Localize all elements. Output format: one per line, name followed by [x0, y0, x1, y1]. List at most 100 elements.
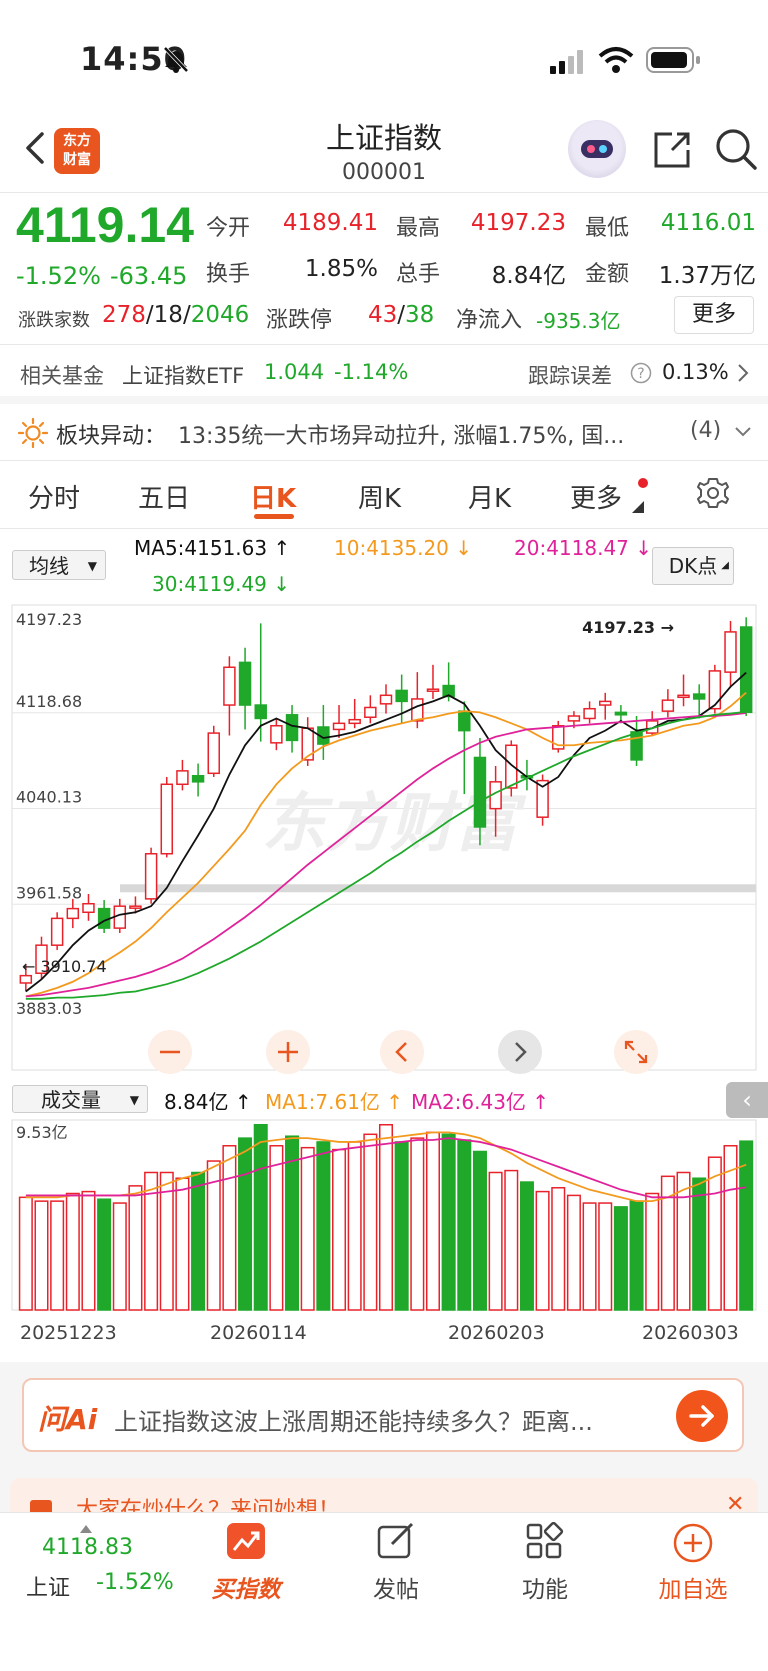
tab-monthly-k[interactable]: 月K — [468, 484, 512, 514]
sun-icon — [17, 417, 49, 452]
candle-body — [724, 631, 737, 673]
collapse-panel-button[interactable]: ‹ — [726, 1082, 768, 1118]
volume-indicator-select[interactable]: 成交量 ▼ — [12, 1085, 148, 1113]
zoom-out-button[interactable] — [148, 1030, 192, 1074]
nav-index-price[interactable]: 4118.83 — [42, 1535, 133, 1560]
related-fund-row[interactable]: 相关基金 上证指数ETF 1.044 -1.14% 跟踪误差 ? 0.13% — [0, 344, 768, 396]
nav-buy-index[interactable]: 买指数 — [211, 1577, 281, 1603]
volume-bar — [535, 1190, 550, 1311]
volume-bar — [316, 1141, 331, 1311]
ai-assistant-avatar[interactable] — [568, 120, 626, 178]
search-icon[interactable] — [713, 126, 759, 172]
volume-bar — [144, 1171, 159, 1311]
volume-bar — [18, 1196, 33, 1311]
chart-frame — [11, 604, 757, 1071]
page-title: 上证指数 — [325, 121, 442, 155]
volume-bar — [159, 1171, 174, 1311]
tab-daily-k[interactable]: 日K — [250, 484, 297, 514]
volume-bar — [629, 1200, 644, 1311]
candle-body — [144, 853, 158, 900]
volume-ma1-line — [25, 1131, 747, 1203]
dk-point-button[interactable]: DK点 ◢ — [652, 547, 734, 585]
bottom-navigation — [0, 1512, 768, 1671]
alert-label: 板块异动： — [56, 424, 167, 449]
fullscreen-button[interactable] — [614, 1030, 658, 1074]
candle-body — [364, 706, 377, 718]
candle-body — [50, 917, 64, 946]
nav-functions[interactable]: 功能 — [522, 1577, 568, 1603]
tab-five-day[interactable]: 五日 — [138, 484, 191, 514]
candle-body — [176, 770, 189, 786]
fund-label: 相关基金 — [20, 364, 104, 388]
volume-bar — [65, 1192, 80, 1311]
kline-chart[interactable]: 东方财富4197.234118.684040.133961.583883.034… — [0, 600, 768, 1080]
nav-add-watchlist[interactable]: 加自选 — [658, 1577, 728, 1603]
volume-bar — [441, 1133, 456, 1311]
volume-bar — [332, 1148, 347, 1311]
divider — [0, 528, 768, 529]
share-icon[interactable] — [650, 128, 694, 172]
candle-body — [473, 756, 487, 828]
nav-index-name[interactable]: 上证 — [26, 1576, 71, 1601]
candle-body — [630, 731, 643, 761]
candle-body — [270, 725, 283, 744]
volume-bar — [660, 1175, 675, 1311]
alert-text: 13:35统一大市场异动拉升, 涨幅1.75%, 国... — [178, 424, 625, 449]
nav-post[interactable]: 发帖 — [373, 1577, 419, 1603]
chevron-right-icon — [736, 362, 750, 388]
candle-body — [411, 698, 424, 722]
candle-body — [35, 944, 48, 974]
more-button[interactable]: 更多 — [674, 296, 754, 334]
tab-weekly-k[interactable]: 周K — [358, 484, 402, 514]
volume-bar — [191, 1171, 206, 1311]
candle-body — [692, 693, 706, 700]
tracking-error-label: 跟踪误差 — [528, 364, 612, 388]
ai-question-bar[interactable] — [22, 1378, 744, 1452]
max-price-marker: 4197.23 → — [582, 618, 674, 637]
nav-index-percent[interactable]: -1.52% — [96, 1570, 174, 1595]
candle-body — [458, 710, 471, 732]
indicator-select[interactable]: 均线 ▼ — [12, 550, 106, 580]
volume-bar — [269, 1145, 284, 1311]
volume-ma1: MA1:7.61亿 ↑ — [265, 1090, 404, 1114]
volume-value: 8.84亿 ↑ — [164, 1090, 252, 1114]
high-label: 最高 — [396, 216, 441, 241]
tab-more[interactable]: 更多 — [570, 484, 623, 514]
close-icon[interactable]: ✕ — [726, 1492, 745, 1517]
back-icon[interactable] — [18, 128, 58, 168]
y-axis-label: 4197.23 — [16, 610, 82, 629]
gear-icon[interactable] — [696, 476, 730, 514]
volume-bar — [206, 1160, 221, 1311]
header-divider — [0, 192, 768, 193]
svg-text:?: ? — [637, 366, 644, 382]
scroll-left-button[interactable] — [380, 1030, 424, 1074]
volume-chart[interactable]: 9.53亿 — [0, 1116, 768, 1316]
volume-bar — [504, 1169, 519, 1311]
candle-body — [599, 700, 612, 706]
volume-bar — [50, 1200, 65, 1311]
zoom-in-button[interactable] — [266, 1030, 310, 1074]
candle-body — [442, 684, 455, 698]
candle-body — [223, 666, 236, 706]
ai-prompt-text[interactable]: 上证指数这波上涨周期还能持续多久？距离... — [114, 1408, 593, 1436]
volume-bar — [363, 1133, 378, 1311]
ma-line-ma10 — [25, 691, 747, 998]
ma10-value: 10:4135.20 ↓ — [334, 536, 473, 560]
candle-body — [19, 974, 33, 984]
help-icon[interactable]: ? — [630, 362, 652, 388]
section-gap — [0, 396, 768, 404]
volume-bar — [519, 1181, 534, 1311]
chevron-down-icon — [734, 424, 752, 443]
tab-intraday[interactable]: 分时 — [28, 484, 81, 514]
scroll-right-button[interactable] — [498, 1030, 542, 1074]
volume-ma2-line — [25, 1137, 747, 1199]
min-price-marker: ← 3910.74 — [22, 957, 107, 976]
ai-send-button[interactable] — [676, 1390, 728, 1442]
fund-percent: -1.14% — [334, 360, 409, 384]
candle-body — [505, 744, 518, 789]
open-value: 4189.41 — [282, 210, 378, 236]
app-logo: 东方 财富 — [54, 128, 100, 174]
sector-alert-row[interactable]: 板块异动： 13:35统一大市场异动拉升, 涨幅1.75%, 国... (4) — [0, 404, 768, 460]
candle-body — [332, 722, 346, 731]
tracking-error-value: 0.13% — [662, 360, 729, 384]
